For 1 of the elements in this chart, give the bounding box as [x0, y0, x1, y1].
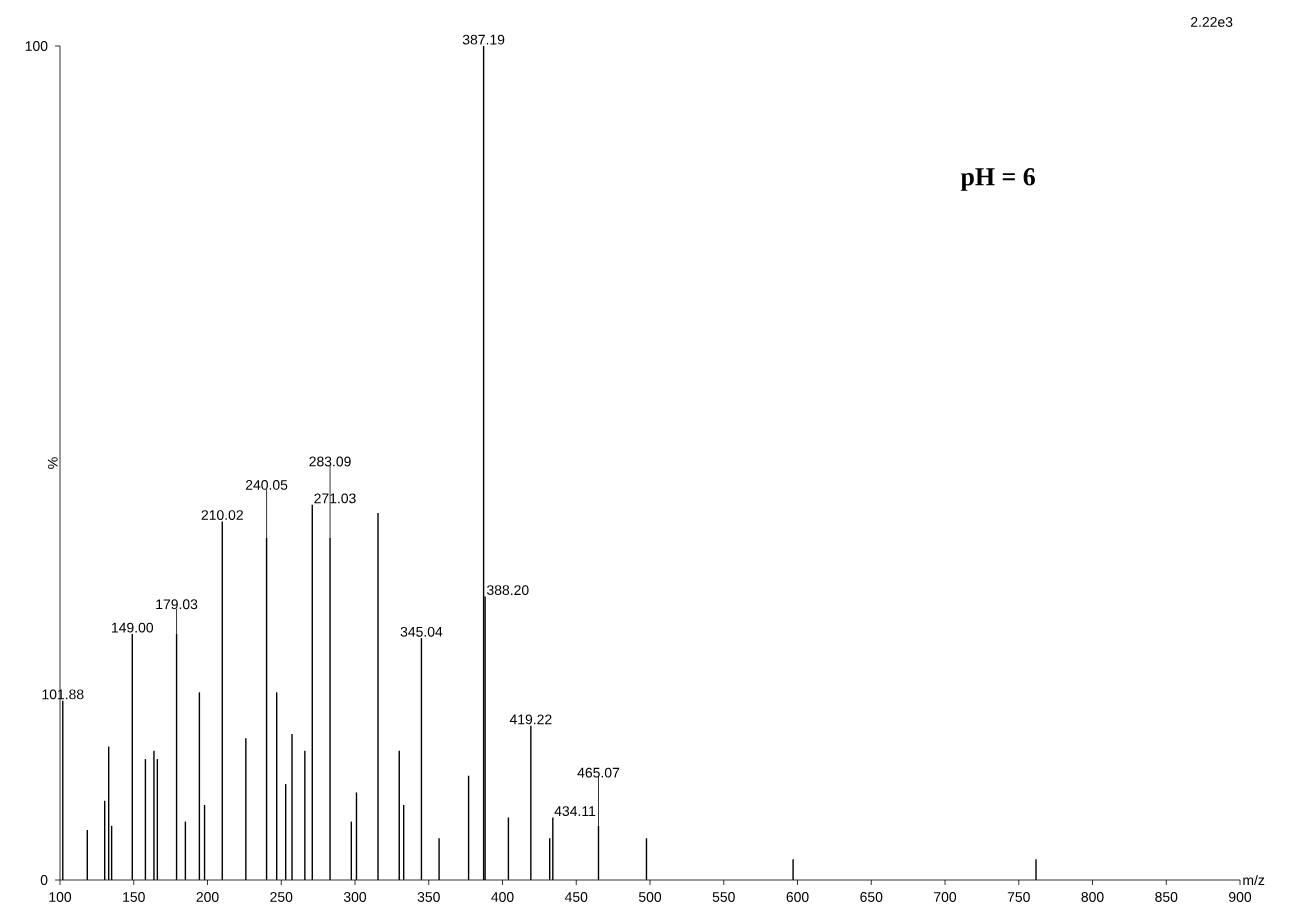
annotation: pH = 6 [960, 168, 1035, 191]
